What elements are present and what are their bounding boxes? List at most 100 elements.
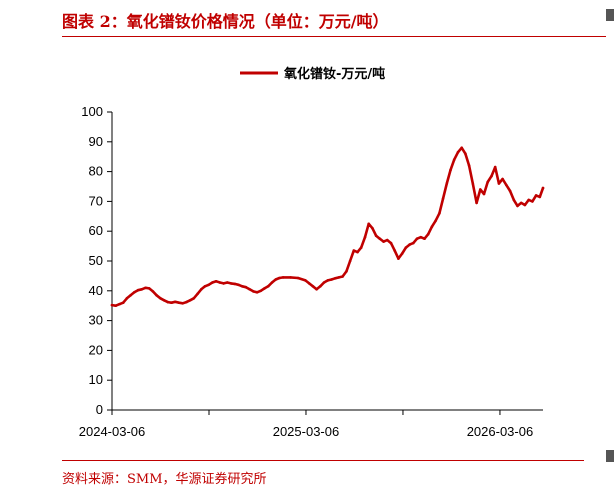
data-point [322,281,326,284]
data-point [177,301,181,305]
data-point [479,188,482,191]
x-axis: 2024-03-06 2025-03-06 2026-03-06 [79,409,543,439]
title-divider [62,36,606,37]
data-point [352,249,356,252]
data-point [188,299,192,302]
data-point [266,285,270,288]
data-point [449,168,452,172]
y-tick-label: 20 [89,342,103,357]
data-point [441,197,445,200]
data-point [359,246,363,249]
data-point [486,180,490,184]
data-point [356,250,359,254]
data-point [125,297,129,300]
y-tick-label: 60 [89,223,103,238]
data-point [452,158,456,161]
data-point [534,194,538,197]
data-point [516,204,519,208]
data-point [315,288,318,291]
source-note: 资料来源：SMM，华源证券研究所 [62,472,267,487]
data-point [133,291,136,294]
data-point [378,237,382,240]
data-point [222,282,225,285]
data-point [438,212,441,215]
adjacent-panel-edge-bottom [606,450,614,462]
data-point [497,182,501,185]
data-point [400,252,404,255]
y-tick-label: 70 [89,193,103,208]
data-point [531,200,534,203]
data-point [393,249,397,252]
y-tick-label: 50 [89,253,103,268]
footer-divider [62,460,584,461]
data-point [214,280,218,283]
data-point [319,285,322,288]
data-point [538,195,542,199]
data-point [162,299,166,302]
data-point [415,237,419,240]
data-point [296,276,300,280]
data-point [426,232,430,236]
legend: 氧化镨钕-万元/吨 [240,66,385,82]
data-point [263,287,266,290]
data-point [147,287,151,290]
data-point [170,301,173,305]
data-point [151,290,155,293]
data-point [430,225,434,228]
data-point [200,288,203,291]
data-point [248,288,251,291]
y-axis: 0 10 20 30 40 50 60 70 80 90 100 [81,104,113,417]
data-point [207,283,210,287]
y-tick-label: 40 [89,283,103,298]
data-point [229,282,233,285]
data-point [345,270,348,273]
x-tick-label: 2025-03-06 [273,424,340,439]
data-point [192,297,196,300]
data-point [367,222,371,226]
data-point [281,276,285,279]
data-point [493,165,497,169]
data-point [505,183,508,187]
data-point [408,243,411,246]
data-point [490,174,493,178]
data-point [226,281,229,284]
data-point [259,289,263,293]
y-tick-label: 10 [89,372,103,387]
data-point [374,234,378,237]
y-tick-label: 0 [96,402,103,417]
adjacent-panel-edge [606,9,614,21]
data-point [341,275,344,278]
data-point [196,292,199,296]
data-point [136,288,140,292]
data-point [508,189,512,193]
legend-label: 氧化镨钕-万元/吨 [283,66,385,82]
data-point [118,302,121,306]
data-point [252,290,255,293]
y-tick-label: 90 [89,134,103,149]
data-point [240,285,244,288]
data-point [386,238,389,242]
data-point [434,219,437,223]
data-point [382,240,385,243]
data-point [519,201,523,205]
data-point [121,301,125,305]
figure-title: 图表 2：氧化镨钕价格情况（单位：万元/吨） [62,12,389,31]
data-point [527,198,530,202]
data-point [512,198,516,202]
price-chart: 氧化镨钕-万元/吨 0 10 20 30 40 50 60 70 80 90 100 2024-03… [79,66,545,439]
data-point [501,177,504,181]
series-line-0 [110,146,545,308]
data-point [412,241,415,245]
data-point [445,182,449,185]
data-point [371,226,374,230]
data-point [244,285,248,289]
data-point [475,201,478,205]
x-tick-label: 2026-03-06 [467,424,534,439]
data-point [460,146,464,150]
data-point [419,235,423,239]
data-point [423,237,426,240]
series-layer [110,146,545,308]
data-point [304,279,307,282]
data-point [237,283,240,287]
data-point [471,182,475,185]
